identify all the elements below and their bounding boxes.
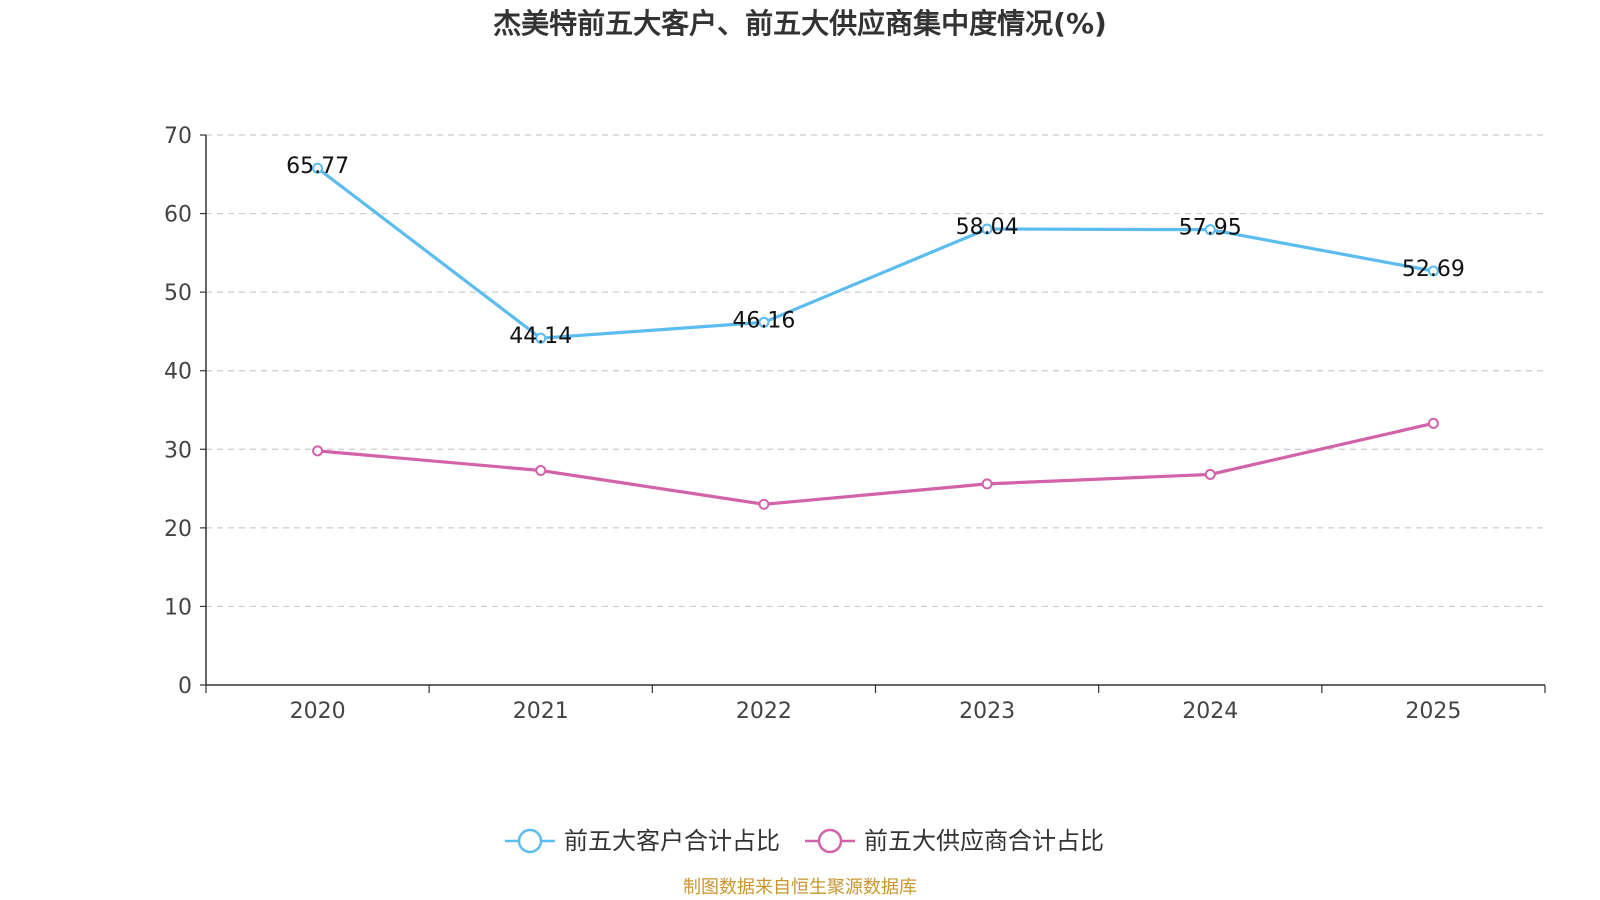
y-tick-label: 70 — [164, 124, 192, 149]
data-point — [535, 465, 547, 476]
y-tick-label: 50 — [164, 281, 192, 306]
grid-lines — [206, 134, 1545, 608]
y-tick-label: 60 — [164, 203, 192, 228]
data-point — [312, 445, 324, 457]
data-point — [981, 223, 993, 235]
legend-marker-suppliers — [817, 828, 843, 854]
legend-marker-customers — [517, 828, 543, 854]
data-point — [312, 162, 324, 174]
data-label: 44.14 — [509, 324, 572, 349]
data-label: 65.77 — [286, 154, 349, 179]
x-tick-label: 2020 — [290, 699, 346, 724]
x-axis-ticks: 2020 2021 2022 2023 2024 2025 — [205, 685, 1546, 724]
x-tick-label: 2021 — [513, 699, 569, 724]
x-tick-label: 2022 — [736, 699, 792, 724]
chart-title: 杰美特前五大客户、前五大供应商集中度情况(%) — [493, 7, 1107, 40]
series-line-1 — [317, 421, 1434, 506]
axes — [205, 135, 1545, 686]
data-source-note: 制图数据来自恒生聚源数据库 — [683, 877, 917, 898]
y-axis-ticks: 0 10 20 30 40 50 60 70 — [164, 124, 206, 699]
series-layer — [312, 162, 1439, 510]
legend: 前五大客户合计占比 前五大供应商合计占比 — [505, 827, 1104, 855]
y-tick-label: 30 — [164, 438, 192, 463]
data-point — [1427, 417, 1439, 429]
legend-item-suppliers[interactable]: 前五大供应商合计占比 — [805, 827, 1104, 855]
data-label: 58.04 — [956, 215, 1019, 240]
data-label: 52.69 — [1402, 257, 1465, 282]
y-tick-label: 0 — [178, 674, 192, 699]
data-point — [1427, 265, 1439, 277]
y-tick-label: 10 — [164, 595, 192, 620]
y-tick-label: 20 — [164, 517, 192, 542]
legend-item-customers[interactable]: 前五大客户合计占比 — [505, 827, 780, 855]
legend-label-customers: 前五大客户合计占比 — [564, 827, 780, 855]
data-point — [1204, 224, 1216, 236]
data-point — [758, 316, 770, 328]
data-point — [758, 498, 770, 510]
series-line-0 — [316, 166, 1434, 340]
x-tick-label: 2023 — [959, 699, 1015, 724]
data-label: 57.95 — [1179, 216, 1242, 241]
data-point — [1204, 468, 1216, 480]
x-tick-label: 2025 — [1405, 699, 1461, 724]
legend-label-suppliers: 前五大供应商合计占比 — [864, 827, 1104, 855]
x-tick-label: 2024 — [1182, 699, 1238, 724]
y-tick-label: 40 — [164, 360, 192, 385]
data-label: 46.16 — [732, 308, 795, 333]
data-labels: 65.77 44.14 46.16 58.04 57.95 52.69 — [286, 154, 1465, 349]
data-point — [535, 332, 547, 344]
data-point — [981, 478, 993, 490]
